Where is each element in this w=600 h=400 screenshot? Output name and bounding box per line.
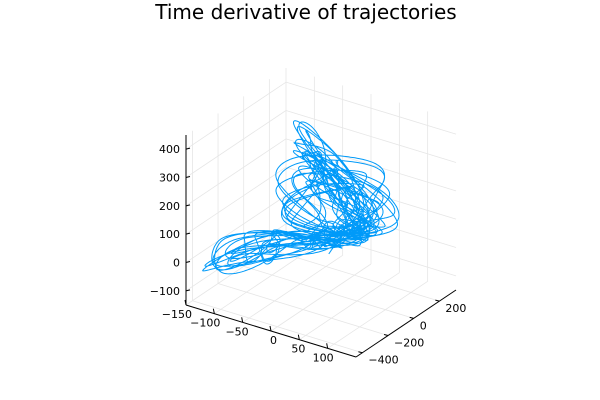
y-tick-label: −400 [368, 354, 398, 367]
z-tick-label: 100 [159, 228, 180, 241]
x-tick-label: 100 [313, 351, 334, 364]
grid-line [185, 195, 287, 263]
grid-line [185, 138, 287, 207]
grid-line [214, 246, 315, 314]
z-tick [185, 204, 191, 207]
y-tick [383, 334, 389, 337]
grid-line [285, 110, 457, 163]
trajectory-line [202, 120, 400, 275]
x-tick [184, 299, 187, 306]
grid-line [285, 138, 457, 192]
grid-line [185, 81, 287, 150]
series [202, 120, 400, 275]
z-tick [185, 176, 191, 178]
grid-line [185, 110, 287, 178]
x-tick-label: −100 [190, 317, 220, 330]
z-tick [185, 232, 191, 235]
x-tick [212, 308, 215, 314]
y-tick-label: 0 [420, 319, 427, 332]
z-tick [185, 261, 191, 263]
x-tick [326, 343, 329, 349]
grid-line [243, 265, 414, 319]
grid [185, 68, 457, 354]
z-tick [185, 289, 191, 292]
x-tick-label: −50 [225, 325, 248, 338]
y-tick-label: −200 [394, 337, 424, 350]
y-tick [409, 316, 414, 319]
grid-line [269, 248, 440, 302]
z-tick [185, 147, 191, 150]
x-tick-label: 50 [291, 343, 305, 356]
y-tick [358, 351, 363, 354]
x-tick [241, 317, 244, 323]
axes [184, 135, 457, 358]
z-tick-label: 200 [159, 200, 180, 213]
grid-line [285, 81, 457, 135]
grid-line [185, 166, 287, 235]
x-tick-label: −150 [162, 308, 192, 321]
x-tick-label: 0 [270, 334, 277, 347]
chart-title: Time derivative of trajectories [154, 0, 456, 24]
grid-line [217, 283, 389, 336]
y-tick [435, 299, 440, 302]
x-tick [297, 334, 300, 340]
grid-line [299, 272, 400, 340]
z-tick-label: 300 [159, 172, 180, 185]
z-tick-label: 400 [159, 143, 180, 156]
grid-line [270, 263, 372, 332]
z-tick-label: 0 [173, 257, 180, 270]
grid-line [192, 300, 363, 354]
x-tick [269, 325, 272, 332]
z-tick-label: −100 [150, 285, 180, 298]
y-tick-label: 200 [445, 302, 466, 315]
